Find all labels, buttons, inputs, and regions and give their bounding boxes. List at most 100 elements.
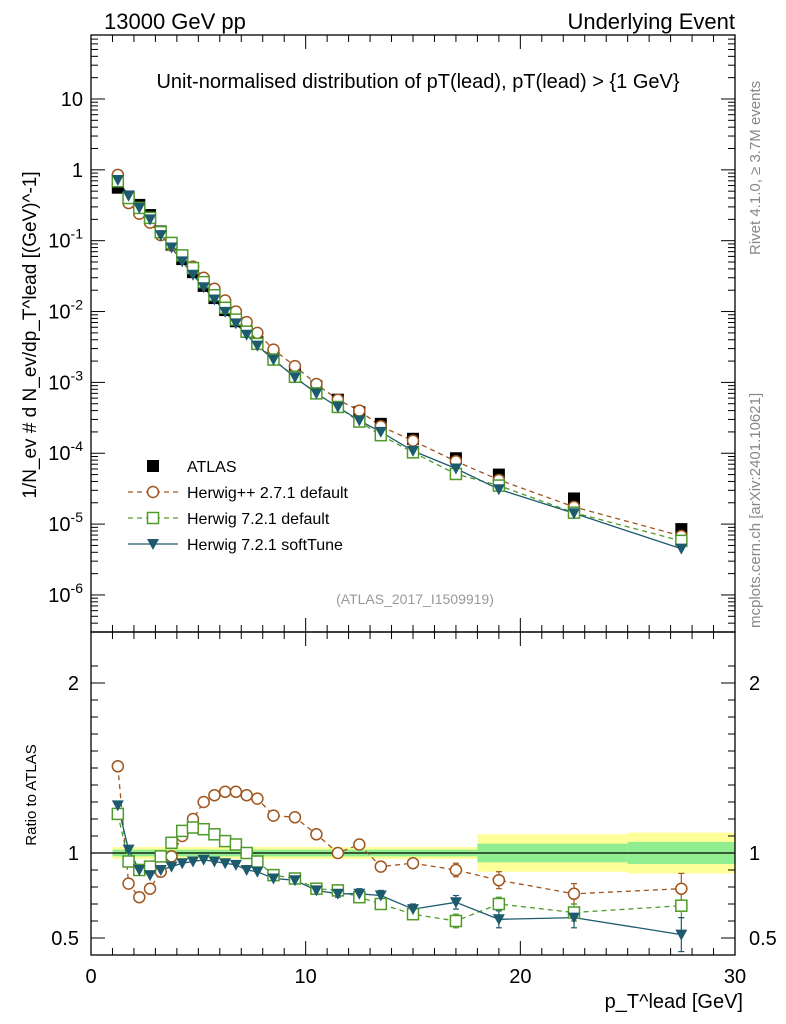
ratio-data-point: [229, 859, 242, 871]
side-label-top: Rivet 4.1.0, ≥ 3.7M events: [747, 81, 764, 255]
ratio-y-tick-label-right: 2: [749, 673, 760, 695]
ratio-data-point: [310, 828, 323, 841]
data-point: [251, 326, 264, 340]
ratio-data-point: [675, 899, 688, 912]
data-point: [374, 426, 387, 438]
ratio-data-point: [229, 785, 243, 799]
x-tick-label: 0: [85, 966, 96, 988]
ratio-data-point: [567, 887, 581, 901]
data-point: [310, 388, 323, 400]
ratio-data-point: [144, 870, 157, 882]
ratio-data-point: [197, 854, 210, 866]
legend-marker: [146, 511, 160, 525]
data-point: [353, 415, 366, 427]
ratio-data-point: [208, 788, 221, 802]
axes: 0 10 20 30 10 1 10-1 10-2 10-3 10-4 10-5 10-6 2 2 1 1 0.…: [48, 34, 777, 988]
data-point: [407, 445, 419, 457]
ratio-data-point: [675, 882, 688, 895]
data-point: [267, 354, 280, 366]
ratio-data-point: [492, 897, 506, 911]
data-point: [122, 190, 135, 202]
data-point: [449, 463, 462, 475]
legend-label: Herwig++ 2.7.1 default: [187, 485, 349, 502]
data-point: [240, 329, 253, 341]
ratio-data-point: [197, 795, 210, 809]
main-plot-series: [111, 168, 688, 555]
xlabel: p_T^lead [GeV]: [605, 991, 743, 1013]
ratio-data-point: [449, 863, 463, 877]
legend-marker: [147, 460, 159, 472]
data-point: [197, 282, 210, 294]
data-point: [154, 230, 167, 242]
data-point: [406, 434, 420, 448]
data-point: [165, 242, 178, 254]
ratio-y-tick-label-right: 1: [749, 843, 760, 865]
y-tick-label: 10-3: [48, 367, 83, 394]
ratio-data-point: [331, 888, 344, 900]
ratio-data-point: [353, 888, 366, 900]
ratio-data-point: [208, 828, 221, 841]
analysis-id: (ATLAS_2017_I1509919): [336, 591, 494, 607]
legend-marker: [147, 539, 159, 550]
ratio-data-point: [154, 850, 168, 863]
y-tick-label: 10-2: [48, 297, 83, 324]
ratio-data-point: [218, 785, 232, 799]
data-point: [111, 174, 124, 186]
header-left: 13000 GeV pp: [104, 9, 246, 34]
ratio-data-point: [492, 873, 506, 887]
ratio-data-point: [175, 824, 189, 838]
data-point: [288, 359, 302, 373]
ratio-data-point: [229, 838, 243, 851]
plot-title: Unit-normalised distribution of pT(lead)…: [156, 71, 679, 93]
legend-marker: [146, 485, 160, 499]
ratio-data-point: [492, 914, 505, 926]
ratio-data-point: [176, 858, 189, 870]
x-tick-label: 10: [295, 966, 317, 988]
x-tick-label: 30: [724, 966, 746, 988]
legend: ATLAS Herwig++ 2.7.1 default Herwig 7.2.1 …: [128, 459, 349, 554]
ratio-data-point: [288, 875, 301, 887]
ratio-plot-series: [111, 760, 688, 953]
ratio-data-point: [406, 856, 420, 870]
data-point: [568, 508, 580, 520]
ratio-uncertainty-bands: [91, 832, 735, 874]
ratio-data-point: [122, 877, 135, 890]
ratio-data-point: [186, 856, 199, 868]
data-point: [144, 214, 157, 226]
data-point: [229, 318, 242, 330]
ratio-data-point: [675, 929, 688, 941]
ratio-data-point: [165, 850, 178, 863]
data-point: [219, 306, 232, 318]
ratio-data-point: [407, 904, 419, 916]
ratio-data-point: [218, 834, 232, 848]
ratio-data-point: [251, 855, 264, 868]
ratio-y-tick-label: 0.5: [51, 928, 79, 950]
data-point: [492, 484, 505, 496]
side-label-bottom: mcplots.cern.ch [arXiv:2401.10621]: [747, 393, 764, 628]
ratio-data-point: [186, 821, 200, 834]
ratio-data-point: [240, 846, 253, 860]
ratio-data-point: [165, 836, 178, 850]
legend-label: ATLAS: [187, 459, 237, 476]
data-point: [353, 404, 366, 417]
ratio-data-point: [568, 912, 580, 924]
series-line: [117, 174, 682, 537]
y-tick-label: 10-6: [48, 580, 83, 607]
ratio-data-point: [208, 856, 221, 868]
y-tick-label: 10: [61, 89, 83, 111]
ratio-data-point: [310, 885, 323, 897]
ratio-data-point: [267, 873, 280, 885]
ratio-data-point: [111, 760, 125, 773]
data-point: [251, 340, 264, 352]
data-point: [176, 256, 189, 268]
ratio-y-tick-label: 2: [68, 673, 79, 695]
y-tick-label: 1: [72, 160, 83, 182]
ratio-data-point: [133, 890, 146, 904]
ratio-data-point: [449, 897, 462, 909]
data-point: [208, 294, 221, 306]
ratio-y-tick-label-right: 0.5: [749, 928, 777, 950]
ratio-y-tick-label: 1: [68, 843, 79, 865]
ratio-data-point: [122, 855, 135, 868]
ratio-data-point: [267, 809, 280, 822]
